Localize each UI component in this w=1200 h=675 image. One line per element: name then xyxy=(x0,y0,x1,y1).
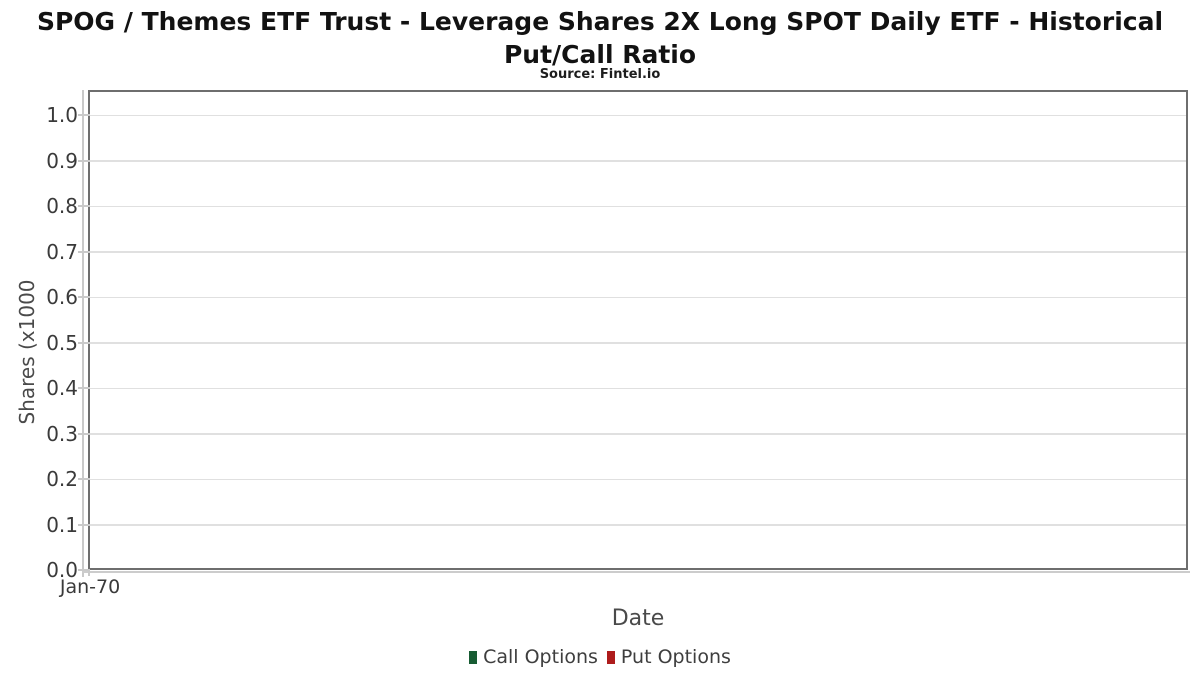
y-tick-label: 0.9 xyxy=(46,148,78,173)
y-tick-label: 0.7 xyxy=(46,239,78,264)
chart-title-text: SPOG / Themes ETF Trust - Leverage Share… xyxy=(36,7,1164,69)
y-tick-label: 1.0 xyxy=(46,103,78,127)
y-tick-label: 0.5 xyxy=(46,330,78,355)
put-options-swatch-icon xyxy=(606,650,615,664)
gridline xyxy=(90,478,1186,480)
legend-item: Call Options xyxy=(469,646,598,668)
y-tick-mark xyxy=(78,478,90,480)
y-tick-label: 0.0 xyxy=(46,558,78,582)
gridline xyxy=(90,524,1186,526)
legend-label: Call Options xyxy=(483,646,598,668)
gridline xyxy=(90,296,1186,298)
gridline xyxy=(90,433,1186,435)
gridline xyxy=(90,205,1186,207)
gridline xyxy=(90,251,1186,253)
y-tick-mark xyxy=(78,569,90,571)
x-axis-line xyxy=(82,571,1190,573)
y-tick-mark xyxy=(78,341,90,344)
y-tick-label: 0.2 xyxy=(46,467,78,491)
y-tick-label: 0.8 xyxy=(46,194,78,218)
legend: Call Options Put Options xyxy=(0,646,1200,668)
legend-item: Put Options xyxy=(606,646,731,668)
plot-area: Jan-70 0.0 0.1 0.2 0.3 0.4 0.5 0.6 0.7 0.8 0.9 1.0 xyxy=(46,90,1190,598)
gridline xyxy=(90,342,1186,344)
chart-source: Source: Fintel.io xyxy=(539,67,661,82)
gridline xyxy=(90,387,1186,389)
x-axis-label: Date xyxy=(611,606,665,631)
chart-title: SPOG / Themes ETF Trust - Leverage Share… xyxy=(0,5,1200,71)
y-tick-label: 0.6 xyxy=(46,285,78,309)
y-tick-mark xyxy=(78,114,90,116)
y-tick-mark xyxy=(78,250,90,253)
y-tick-label: 0.4 xyxy=(46,376,78,400)
call-options-swatch-icon xyxy=(469,650,478,664)
y-tick-mark xyxy=(78,432,90,435)
y-tick-label: 0.1 xyxy=(46,512,78,537)
y-tick-mark xyxy=(78,159,90,162)
y-tick-label: 0.3 xyxy=(46,421,78,446)
x-tick-label: Jan-70 xyxy=(59,576,121,598)
y-tick-mark xyxy=(78,387,90,389)
gridline xyxy=(90,114,1186,116)
y-axis-line xyxy=(82,90,84,577)
y-tick-mark xyxy=(78,523,90,526)
gridline xyxy=(90,160,1186,162)
y-tick-mark xyxy=(78,205,90,207)
y-tick-mark xyxy=(78,296,90,298)
x-tick-mark xyxy=(88,570,90,576)
legend-label: Put Options xyxy=(620,646,731,668)
